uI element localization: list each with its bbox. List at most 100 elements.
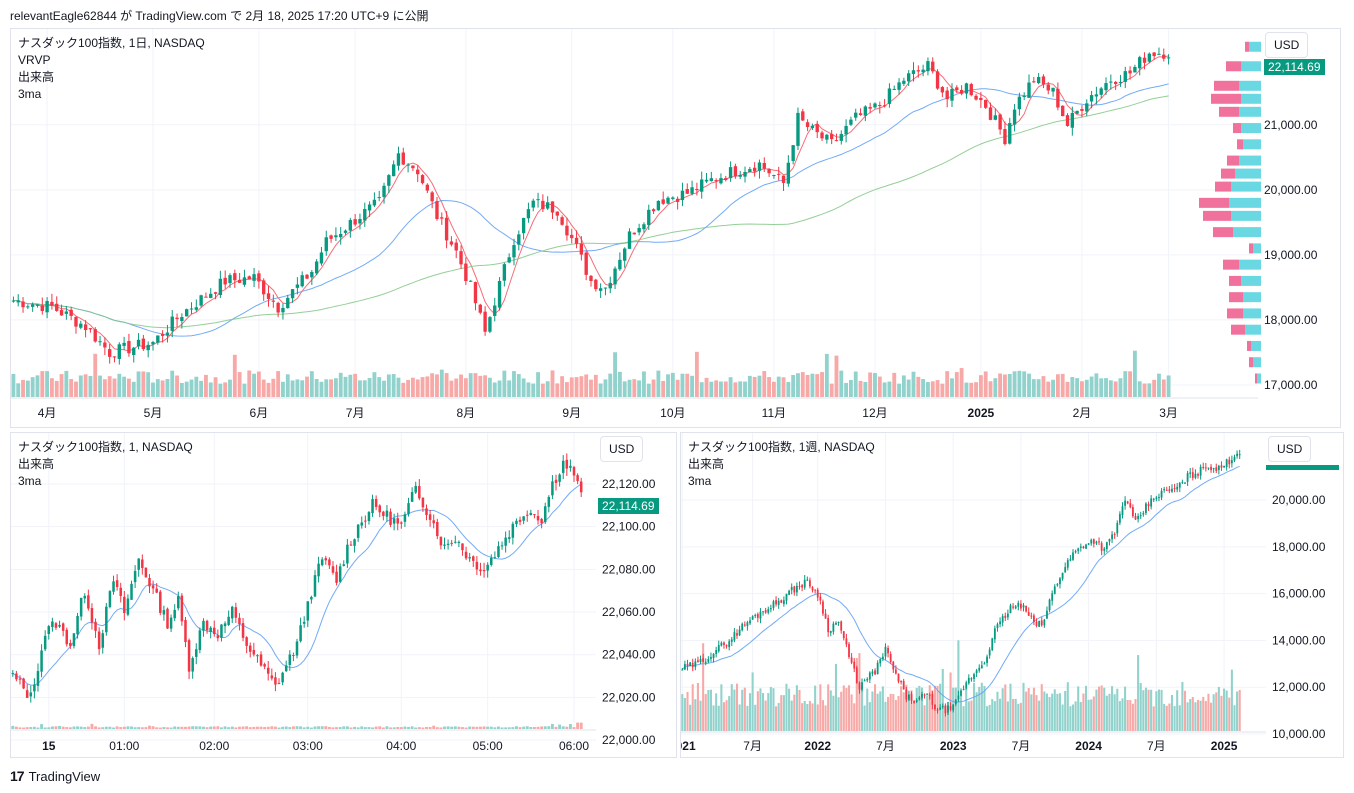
volume-bar	[261, 379, 266, 397]
candle-body	[504, 537, 507, 546]
candle-body	[835, 622, 837, 625]
candle-body	[1103, 548, 1106, 551]
volume-bar	[1045, 693, 1048, 731]
candle-body	[913, 701, 916, 703]
candle-body	[1092, 539, 1095, 544]
x-tick-label: 06:00	[559, 739, 589, 753]
volume-bar	[78, 375, 83, 397]
volume-bar	[1236, 691, 1239, 731]
volume-bar	[821, 700, 824, 731]
volume-bar	[950, 378, 954, 397]
candle-body	[1158, 497, 1160, 499]
volume-bar	[974, 382, 978, 397]
candle-body	[589, 275, 593, 281]
volume-bar	[333, 378, 338, 397]
volume-bar	[204, 374, 208, 397]
volume-bar	[1082, 693, 1085, 731]
candle-body	[317, 563, 320, 577]
x-tick-label: 8月	[457, 406, 476, 420]
candle-body	[160, 334, 165, 336]
candle-body	[461, 543, 464, 551]
volume-bar	[532, 727, 536, 729]
volume-bar	[998, 373, 1003, 397]
legend-3ma[interactable]: 3ma	[18, 87, 42, 101]
daily-currency-button[interactable]: USD	[1265, 32, 1309, 58]
legend-volume[interactable]: 出来高	[688, 457, 725, 471]
volume-bar	[169, 727, 173, 729]
volume-bar	[377, 377, 382, 397]
volume-bar	[879, 691, 882, 731]
candle-body	[35, 304, 40, 306]
volume-bar	[270, 726, 274, 729]
volume-bar	[775, 706, 778, 731]
volume-bar	[978, 686, 981, 731]
volume-bar	[733, 689, 736, 731]
volume-bar	[1053, 689, 1056, 731]
candle-body	[64, 311, 69, 314]
weekly-currency-button[interactable]: USD	[1268, 436, 1312, 462]
x-tick-label: 9月	[562, 406, 581, 420]
candle-body	[907, 694, 910, 700]
volume-bar	[392, 727, 396, 729]
candle-body	[1061, 105, 1065, 117]
volume-bar	[866, 688, 869, 731]
volume-bar	[993, 701, 996, 731]
legend-volume[interactable]: 出来高	[18, 457, 55, 471]
volume-bar	[923, 705, 926, 731]
volume-bar	[1100, 685, 1103, 731]
weekly-chart-panel[interactable]: 20,000.00 18,000.00 16,000.00 14,000.00 12,0…	[680, 432, 1344, 758]
tradingview-footer[interactable]: 17 TradingView	[10, 768, 100, 784]
candle-body	[51, 621, 54, 628]
volume-bar	[752, 376, 757, 397]
legend-vrvp[interactable]: VRVP	[18, 53, 51, 67]
candle-body	[790, 587, 793, 591]
weekly-chart-svg[interactable]: 20,000.00 18,000.00 16,000.00 14,000.00 12,0…	[681, 433, 1344, 758]
candle-body	[570, 234, 574, 239]
volume-bar	[709, 689, 712, 731]
volume-bar	[767, 377, 772, 397]
volume-bar	[1124, 686, 1127, 731]
volume-bar	[435, 727, 439, 729]
candle-body	[769, 608, 772, 610]
volume-bar	[324, 379, 329, 397]
volume-bar	[266, 726, 270, 729]
volume-bar	[511, 727, 515, 729]
volume-bar	[1225, 690, 1228, 731]
candle-body	[252, 649, 256, 655]
volume-bar	[540, 383, 545, 397]
volume-bar	[561, 726, 565, 729]
vrvp-bar-up	[1235, 168, 1261, 179]
legend-volume[interactable]: 出来高	[18, 70, 55, 84]
vrvp-bar-down	[1211, 93, 1241, 104]
candle-body	[964, 83, 969, 94]
candle-body	[887, 647, 889, 654]
daily-chart-panel[interactable]: 21,000.00 20,000.00 19,000.00 18,000.00 17,0…	[10, 28, 1341, 428]
candle-body	[642, 224, 646, 230]
volume-bar	[86, 726, 90, 729]
volume-bar	[425, 726, 428, 729]
minute-chart-panel[interactable]: 22,120.00 22,100.00 22,080.00 22,060.00 22,0…	[10, 432, 677, 758]
candle-body	[555, 211, 559, 216]
candle-body	[699, 659, 702, 663]
volume-bar	[443, 726, 446, 729]
minute-currency-button[interactable]: USD	[600, 436, 644, 462]
candle-body	[1189, 472, 1192, 474]
volume-bar	[1118, 378, 1123, 397]
vrvp-bar-up	[1231, 210, 1261, 221]
candle-body	[1046, 84, 1050, 91]
candle-body	[403, 514, 407, 522]
candle-body	[733, 166, 738, 176]
volume-bar	[324, 726, 328, 729]
x-axis: 2021 7月 2022 7月 2023 7月 2024 7月 2025	[681, 731, 1266, 753]
legend-3ma[interactable]: 3ma	[18, 474, 42, 488]
y-axis: 21,000.00 20,000.00 19,000.00 18,000.00 17,0…	[1264, 118, 1318, 392]
legend-3ma[interactable]: 3ma	[688, 474, 712, 488]
candle-body	[270, 675, 274, 679]
minute-chart-svg[interactable]: 22,120.00 22,100.00 22,080.00 22,060.00 22,0…	[11, 433, 677, 758]
volume-bar	[252, 373, 256, 397]
candle-body	[1184, 482, 1186, 484]
y-axis: 20,000.00 18,000.00 16,000.00 14,000.00 12,0…	[1272, 493, 1326, 741]
volume-bar	[911, 371, 916, 397]
daily-chart-svg[interactable]: 21,000.00 20,000.00 19,000.00 18,000.00 17,0…	[11, 29, 1341, 428]
vrvp-bar-up	[1245, 324, 1261, 335]
